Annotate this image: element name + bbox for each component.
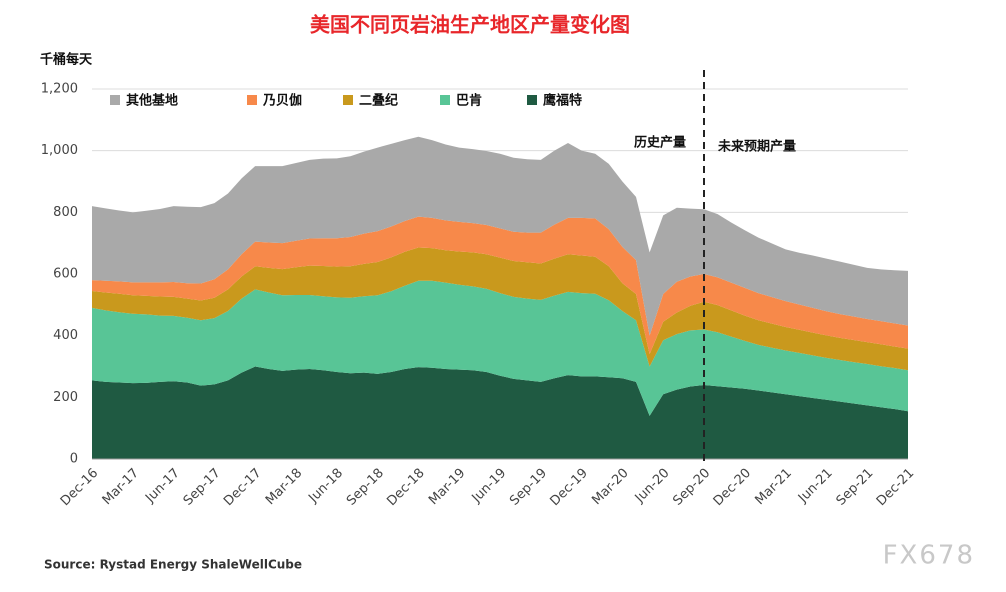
y-tick-label: 400 — [53, 328, 78, 343]
y-tick-label: 800 — [53, 205, 78, 220]
y-tick-label: 600 — [53, 267, 78, 282]
area — [92, 247, 908, 371]
source: Source: Rystad Energy ShaleWellCube — [44, 558, 302, 572]
x-tick-label: Sep-18 — [344, 466, 387, 509]
y-tick-label: 1,000 — [41, 143, 78, 158]
x-tick-label: Sep-21 — [834, 466, 877, 509]
legend-swatch — [440, 95, 450, 105]
y-tick-label: 0 — [70, 452, 78, 467]
x-tick-label: Mar-19 — [426, 466, 468, 508]
x-tick-label: Dec-18 — [384, 466, 427, 509]
x-tick-label: Mar-21 — [753, 466, 795, 508]
legend-label: 二叠纪 — [359, 93, 398, 109]
legend-label: 鹰福特 — [543, 93, 582, 109]
watermark: FX678 — [883, 541, 975, 571]
area — [92, 216, 908, 355]
area — [92, 136, 908, 336]
chart-title: 美国不同页岩油生产地区产量变化图 — [310, 13, 630, 37]
legend-swatch — [343, 95, 353, 105]
x-tick-label: Mar-20 — [589, 466, 631, 508]
y-axis-label: 千桶每天 — [40, 52, 93, 68]
x-tick-label: Dec-17 — [221, 466, 264, 509]
x-tick-label: Sep-19 — [507, 466, 550, 509]
legend-swatch — [247, 95, 257, 105]
x-tick-label: Sep-20 — [670, 466, 713, 509]
y-tick-label: 200 — [53, 390, 78, 405]
legend-swatch — [527, 95, 537, 105]
x-tick-label: Jun-17 — [142, 466, 183, 507]
x-tick-label: Jun-21 — [795, 466, 836, 507]
x-tick-label: Jun-19 — [469, 466, 510, 507]
annotation: 历史产量 — [634, 135, 686, 151]
x-tick-label: Mar-17 — [100, 466, 142, 508]
y-tick-label: 1,200 — [41, 82, 78, 97]
x-tick-label: Mar-18 — [263, 466, 305, 508]
x-tick-label: Sep-17 — [181, 466, 224, 509]
x-tick-label: Dec-19 — [547, 466, 590, 509]
legend-label: 乃贝伽 — [262, 93, 302, 109]
x-tick-label: Dec-20 — [711, 466, 754, 509]
annotation: 未来预期产量 — [717, 139, 796, 155]
legend-swatch — [110, 95, 120, 105]
x-tick-label: Jun-18 — [305, 466, 346, 507]
x-tick-label: Jun-20 — [632, 466, 673, 507]
legend-label: 巴肯 — [456, 93, 482, 109]
x-tick-label: Dec-21 — [874, 466, 917, 509]
legend-label: 其他基地 — [126, 93, 178, 109]
x-tick-label: Dec-16 — [58, 466, 101, 509]
